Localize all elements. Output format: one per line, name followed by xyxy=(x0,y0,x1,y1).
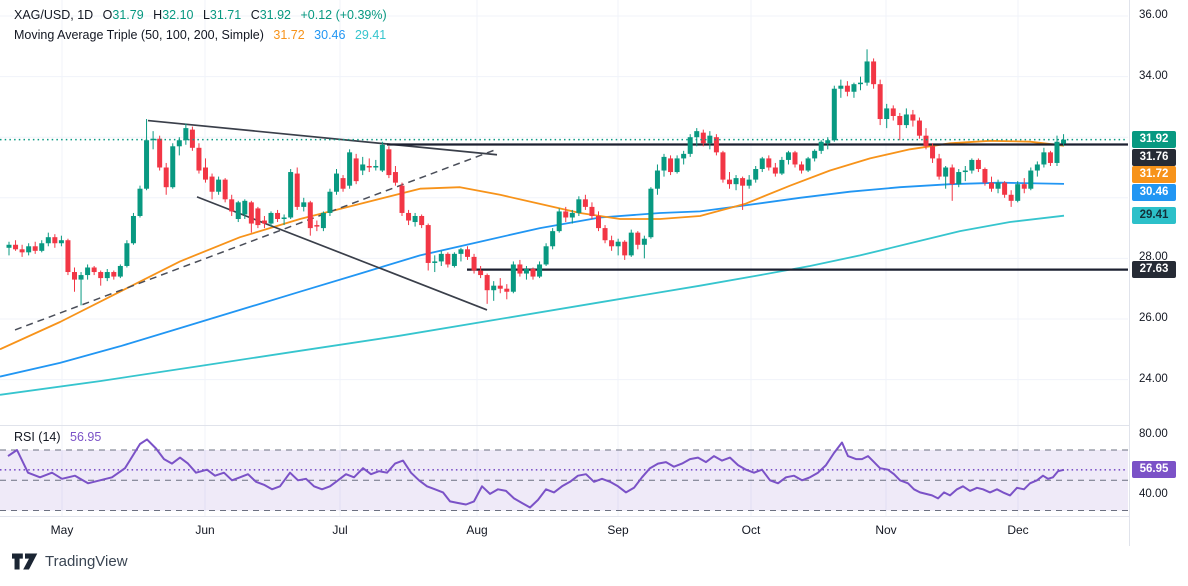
low-value: 31.71 xyxy=(209,8,242,22)
tradingview-logo[interactable]: TradingView xyxy=(12,553,128,570)
high-value: 32.10 xyxy=(162,8,194,22)
tradingview-logo-icon xyxy=(12,553,38,570)
month-label-dec: Dec xyxy=(1007,523,1029,537)
month-label-oct: Oct xyxy=(741,523,761,537)
price-axis-label: 24.00 xyxy=(1139,372,1168,385)
rsi-axis-label: 40.00 xyxy=(1139,488,1168,501)
symbol-title[interactable]: XAG/USD, 1D xyxy=(14,8,94,22)
change-value: +0.12 (+0.39%) xyxy=(300,8,387,22)
close-label: C xyxy=(250,8,260,22)
tradingview-logo-text: TradingView xyxy=(45,553,128,570)
month-label-jun: Jun xyxy=(195,523,215,537)
rsi-value: 56.95 xyxy=(70,430,102,444)
high-label: H xyxy=(153,8,163,22)
ma200-badge: 29.41 xyxy=(1132,207,1176,225)
ma-legend[interactable]: Moving Average Triple (50, 100, 200, Sim… xyxy=(14,28,386,42)
ma100-value: 30.46 xyxy=(314,28,346,42)
ma-indicator-label[interactable]: Moving Average Triple (50, 100, 200, Sim… xyxy=(14,28,264,42)
rsi-legend[interactable]: RSI (14) 56.95 xyxy=(14,430,101,444)
ma50-badge: 31.72 xyxy=(1132,166,1176,184)
ma100-badge: 30.46 xyxy=(1132,183,1176,201)
ohlc-legend[interactable]: XAG/USD, 1D O31.79 H32.10 L31.71 C31.92 … xyxy=(14,8,387,22)
rsi-indicator-label[interactable]: RSI (14) xyxy=(14,430,61,444)
price-axis-label: 26.00 xyxy=(1139,312,1168,324)
price-axis-label: 28.00 xyxy=(1139,251,1168,264)
chart-canvas[interactable] xyxy=(0,0,1129,516)
price-axis[interactable]: 36.00 34.00 28.00 26.00 24.00 80.00 40.00 31.92… xyxy=(1129,0,1188,546)
month-label-sep: Sep xyxy=(607,523,629,537)
month-label-nov: Nov xyxy=(875,523,897,537)
rsi-axis-label: 80.00 xyxy=(1139,427,1168,440)
month-label-jul: Jul xyxy=(332,523,348,537)
resistance-badge: 31.76 xyxy=(1132,148,1176,166)
rsi-value-badge: 56.95 xyxy=(1132,461,1176,479)
month-label-aug: Aug xyxy=(466,523,488,537)
close-value: 31.92 xyxy=(259,8,291,22)
month-label-may: May xyxy=(50,523,74,537)
open-label: O xyxy=(102,8,113,22)
pane-separator[interactable] xyxy=(0,425,1129,426)
low-label: L xyxy=(202,8,210,22)
ma50-value: 31.72 xyxy=(273,28,305,42)
support-badge: 27.63 xyxy=(1132,261,1176,279)
price-axis-label: 34.00 xyxy=(1139,69,1168,82)
ma200-value: 29.41 xyxy=(354,28,387,42)
time-axis[interactable]: May Jun Jul Aug Sep Oct Nov Dec xyxy=(0,516,1129,547)
price-axis-label: 36.00 xyxy=(1139,9,1168,21)
last-price-badge: 31.92 xyxy=(1132,131,1176,149)
open-value: 31.79 xyxy=(112,8,144,22)
